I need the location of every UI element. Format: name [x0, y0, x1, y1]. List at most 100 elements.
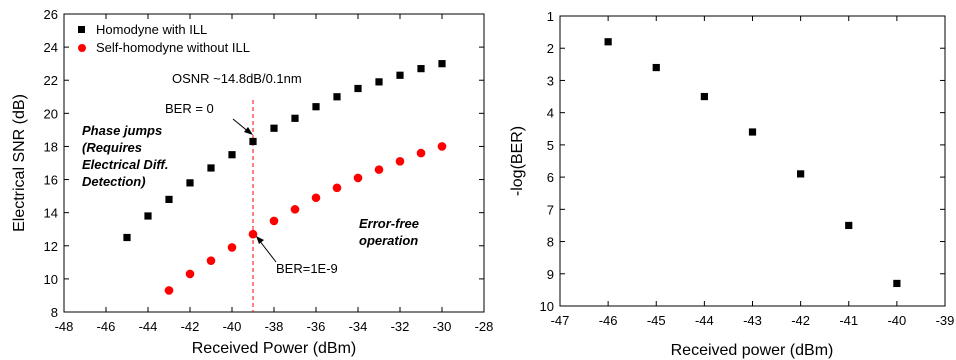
data-point-series-1 [395, 157, 405, 166]
x-tick-label: -34 [349, 319, 368, 334]
phase-jumps-line-4: Detection) [82, 174, 146, 189]
y-tick-label: 22 [44, 73, 58, 88]
y-tick-label: 8 [547, 235, 554, 250]
y-tick-label: 4 [547, 106, 554, 121]
data-point-series-0 [375, 78, 383, 86]
data-point-series-1 [416, 148, 426, 158]
data-point-series-1 [437, 142, 447, 151]
y-tick-label: 24 [44, 40, 58, 55]
data-point-series-0 [144, 212, 152, 220]
x-tick-label: -46 [97, 319, 116, 334]
data-point-series-0 [748, 128, 757, 136]
phase-jumps-line-2: (Requires [82, 140, 142, 155]
data-point-series-1 [269, 216, 279, 226]
data-point-series-0 [249, 137, 257, 146]
y-tick-label: 3 [547, 73, 554, 88]
data-point-series-0 [354, 84, 362, 93]
data-point-series-1 [248, 229, 258, 239]
x-tick-label: -46 [599, 313, 618, 328]
x-ticks: -47 -46 -45 -44 -43 -42 -41 -40 -39 [551, 16, 955, 328]
error-free-annotation: Error-free operation [359, 216, 419, 248]
x-tick-label: -40 [223, 319, 242, 334]
legend: Homodyne with ILL Self-homodyne without … [78, 22, 250, 55]
data-point-series-0 [652, 63, 660, 72]
data-point-series-1 [185, 269, 195, 279]
x-ticks: -48 -46 -44 -42 -40 -38 -36 -34 -32 -30 -28 [55, 14, 494, 334]
y-tick-label: 14 [44, 206, 58, 221]
x-tick-label: -44 [695, 313, 714, 328]
x-tick-label: -42 [181, 319, 200, 334]
data-point-series-0 [228, 151, 236, 159]
data-points [123, 60, 447, 295]
x-tick-label: -45 [647, 313, 666, 328]
x-axis-title: Received Power (dBm) [192, 340, 357, 357]
data-point-series-0 [207, 164, 215, 172]
plot-frame [559, 15, 946, 307]
x-axis-title: Received power (dBm) [671, 342, 834, 359]
x-tick-label: -48 [55, 319, 74, 334]
data-point-series-0 [333, 93, 341, 101]
legend-marker-homodyne [78, 26, 85, 33]
ber-chart: -47 -46 -45 -44 -43 -42 -41 -40 -39 12345678910 … [509, 9, 954, 359]
data-point-series-1 [311, 193, 321, 203]
y-tick-label: 9 [547, 267, 554, 282]
x-tick-label: -39 [936, 313, 955, 328]
data-point-series-1 [353, 173, 363, 183]
data-point-series-0 [845, 221, 853, 230]
x-tick-label: -43 [743, 313, 762, 328]
data-point-series-0 [165, 195, 173, 204]
ber-zero-annotation: BER = 0 [165, 101, 214, 116]
phase-jumps-line-3: Electrical Diff. [82, 157, 168, 172]
phase-jumps-line-1: Phase jumps [82, 123, 162, 138]
data-point-series-1 [332, 183, 342, 193]
y-axis-title: Electrical SNR (dB) [11, 94, 28, 232]
x-tick-label: -44 [139, 319, 158, 334]
data-point-series-0 [186, 179, 194, 187]
ber-zero-arrowhead [244, 127, 253, 135]
y-tick-label: 7 [547, 202, 554, 217]
x-tick-label: -40 [887, 313, 906, 328]
legend-marker-self-homodyne [78, 44, 86, 52]
x-tick-label: -32 [391, 319, 410, 334]
data-point-series-1 [164, 286, 174, 295]
data-point-series-1 [206, 256, 216, 265]
y-tick-label: 12 [44, 239, 58, 254]
data-point-series-1 [290, 205, 300, 214]
data-point-series-0 [123, 233, 131, 242]
phase-jumps-annotation: Phase jumps (Requires Electrical Diff. D… [82, 123, 168, 189]
data-point-series-0 [396, 71, 404, 79]
error-free-line-1: Error-free [359, 216, 419, 231]
x-tick-label: -38 [265, 319, 284, 334]
y-tick-label: 8 [51, 305, 58, 320]
data-point-series-1 [374, 165, 384, 174]
ber-1e9-arrow [258, 239, 277, 263]
data-point-series-0 [291, 114, 299, 122]
legend-label-self-homodyne: Self-homodyne without ILL [96, 40, 250, 55]
y-tick-label: 10 [540, 299, 554, 314]
y-tick-label: 20 [44, 106, 58, 121]
data-point-series-1 [227, 243, 237, 252]
data-point-series-0 [893, 279, 901, 288]
y-tick-label: 1 [547, 9, 554, 24]
data-points [604, 38, 901, 288]
data-point-series-0 [797, 170, 805, 178]
y-tick-label: 10 [44, 272, 58, 287]
error-free-line-2: operation [359, 233, 418, 248]
data-point-series-0 [438, 60, 446, 68]
osnr-annotation: OSNR ~14.8dB/0.1nm [172, 71, 302, 86]
x-tick-label: -42 [791, 313, 810, 328]
y-tick-label: 16 [44, 173, 58, 188]
y-ticks: 8 10 12 14 16 18 20 22 24 26 [44, 7, 484, 320]
x-tick-label: -28 [475, 319, 494, 334]
data-point-series-0 [312, 103, 320, 111]
data-point-series-0 [604, 38, 612, 46]
x-tick-label: -30 [433, 319, 452, 334]
y-tick-label: 18 [44, 139, 58, 154]
legend-label-homodyne: Homodyne with ILL [96, 22, 207, 37]
ber-1e9-annotation: BER=1E-9 [276, 261, 338, 276]
x-tick-label: -47 [551, 313, 570, 328]
data-point-series-0 [270, 124, 278, 132]
y-tick-label: 6 [547, 170, 554, 185]
data-point-series-0 [417, 65, 425, 73]
